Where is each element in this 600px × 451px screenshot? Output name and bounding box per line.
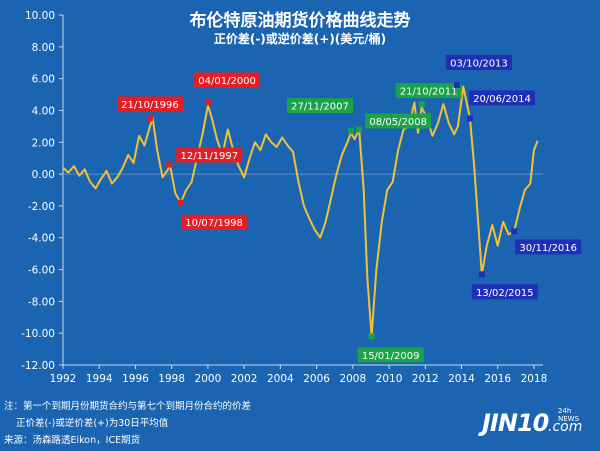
annotation-label: 20/06/2014	[473, 94, 531, 105]
annotation-marker	[178, 199, 185, 206]
logo-badge: 24h NEWS	[558, 407, 580, 423]
annotation-marker	[166, 161, 173, 168]
annotation-marker	[356, 126, 363, 133]
annotation-label: 03/10/2013	[450, 59, 508, 70]
annotation-label: 27/11/2007	[291, 102, 349, 113]
annotation-label: 12/11/1997	[181, 151, 239, 162]
source-note: 来源：汤森路透Eikon，ICE期货	[4, 435, 141, 446]
logo-wordmark: JIN10	[482, 409, 549, 437]
x-tick-label: 2012	[412, 373, 439, 385]
annotation-label: 30/11/2016	[519, 243, 577, 254]
annotation-label: 04/01/2000	[198, 76, 256, 87]
annotation-marker	[478, 271, 485, 278]
footnote-average: 正价差(-)或逆价差(+)为30日平均值	[16, 418, 169, 429]
chart-title: 布伦特原油期货价格曲线走势	[189, 11, 411, 31]
x-tick-label: 2002	[231, 373, 258, 385]
annotation-box	[194, 72, 261, 88]
annotation-marker	[368, 333, 375, 340]
logo-suffix: .com	[548, 419, 583, 435]
x-tick-label: 2006	[303, 373, 330, 385]
y-tick-label: 6.00	[32, 74, 55, 86]
annotation-marker	[205, 99, 212, 106]
footnote: 注：第一个到期月份期货合约与第七个到期月份合约的价差	[4, 401, 252, 412]
annotation-label: 13/02/2015	[476, 288, 534, 299]
series-line	[62, 85, 539, 338]
annotation-box	[471, 284, 538, 300]
annotation-box	[365, 113, 432, 129]
x-tick-label: 1994	[86, 373, 113, 385]
x-tick-label: 2010	[376, 373, 403, 385]
annotation-box	[515, 239, 582, 255]
y-tick-label: 4.00	[32, 105, 55, 117]
y-tick-label: 0.00	[32, 169, 55, 181]
x-tick-label: 2008	[339, 373, 366, 385]
y-tick-label: -6.00	[28, 265, 55, 277]
annotation-box	[357, 347, 424, 363]
annotation-box	[395, 83, 462, 99]
annotation-marker	[348, 128, 354, 135]
x-tick-label: 2018	[521, 373, 548, 385]
annotation-label: 15/01/2009	[362, 351, 420, 362]
annotation-box	[181, 214, 248, 230]
x-tick-label: 1996	[122, 373, 149, 385]
annotation-label: 21/10/2011	[400, 87, 458, 98]
annotation-marker	[511, 228, 518, 235]
annotation-box	[469, 90, 536, 106]
annotation-label: 10/07/1998	[185, 218, 243, 229]
y-tick-label: -8.00	[28, 296, 55, 308]
annotation-marker	[467, 115, 474, 122]
annotation-marker	[418, 101, 425, 108]
annotation-box	[176, 147, 243, 163]
annotation-label: 08/05/2008	[369, 117, 427, 128]
x-tick-label: 2016	[484, 373, 511, 385]
annotation-marker	[146, 115, 153, 122]
chart-subtitle: 正价差(-)或逆价差(+)(美元/桶)	[213, 32, 387, 46]
annotation-box	[287, 98, 353, 114]
x-tick-label: 2000	[195, 373, 222, 385]
y-tick-label: -10.00	[21, 328, 55, 340]
x-tick-label: 2014	[448, 373, 475, 385]
annotation-marker	[453, 82, 460, 88]
y-tick-label: 8.00	[32, 42, 55, 54]
annotation-label: 21/10/1996	[121, 100, 179, 111]
x-tick-label: 1992	[50, 373, 77, 385]
y-tick-label: 2.00	[32, 137, 55, 149]
annotation-box	[116, 96, 183, 112]
y-tick-label: -12.00	[21, 360, 55, 372]
x-tick-label: 1998	[158, 373, 185, 385]
y-tick-label: 10.00	[25, 10, 55, 22]
jin10-logo: JIN10 24h NEWS .com	[482, 405, 594, 441]
x-tick-label: 2004	[267, 373, 294, 385]
y-tick-label: -2.00	[28, 201, 55, 213]
y-tick-label: -4.00	[28, 233, 55, 245]
annotation-box	[445, 55, 512, 70]
